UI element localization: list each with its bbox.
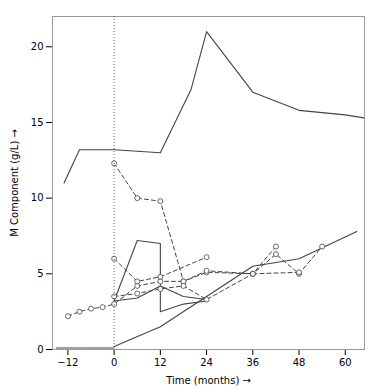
svg-text:24: 24 [200,357,213,368]
svg-text:15: 15 [31,117,44,128]
svg-text:36: 36 [246,357,259,368]
svg-text:−12: −12 [57,357,78,368]
svg-text:48: 48 [293,357,306,368]
svg-text:20: 20 [31,41,44,52]
svg-text:12: 12 [154,357,167,368]
svg-text:0: 0 [37,344,43,355]
svg-text:60: 60 [339,357,352,368]
svg-text:Time (months) →: Time (months) → [165,375,251,386]
svg-text:10: 10 [31,192,44,203]
svg-text:0: 0 [111,357,117,368]
svg-text:5: 5 [37,268,43,279]
svg-text:M Component (g/L) →: M Component (g/L) → [9,129,20,237]
